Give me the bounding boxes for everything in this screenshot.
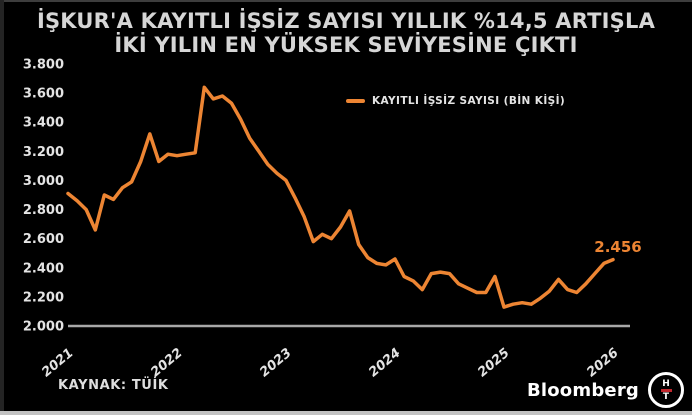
x-tick-label: 2024	[366, 346, 403, 381]
x-tick-label: 2025	[475, 346, 512, 381]
bloomberg-ht-brand: Bloomberg H T	[527, 372, 684, 408]
bloomberg-wordmark: Bloomberg	[526, 379, 639, 401]
y-tick-label: 2.200	[23, 290, 64, 305]
x-tick-label: 2021	[39, 346, 76, 381]
top-edge-border	[0, 0, 692, 2]
y-tick-label: 3.400	[23, 116, 64, 131]
y-tick-label: 3.000	[23, 174, 64, 189]
legend-label: KAYITLI İŞSİZ SAYISI (BİN KİŞİ)	[372, 95, 566, 107]
ht-logo-letter-t: T	[662, 391, 670, 402]
chart-title: İŞKUR'A KAYITLI İŞSİZ SAYISI YILLIK %14,…	[0, 9, 692, 57]
ht-logo-red-bar	[660, 388, 672, 392]
bottom-edge-border	[0, 411, 692, 415]
ht-logo-letter-h: H	[662, 378, 670, 389]
series-end-value-label: 2.456	[594, 238, 641, 256]
y-tick-label: 2.400	[23, 261, 64, 276]
chart-title-line1: İŞKUR'A KAYITLI İŞSİZ SAYISI YILLIK %14,…	[36, 9, 656, 33]
legend-line-swatch	[346, 99, 365, 103]
y-tick-label: 3.800	[23, 58, 64, 73]
x-tick-label: 2022	[148, 346, 185, 381]
y-tick-label: 3.200	[23, 145, 64, 160]
y-tick-label: 2.800	[23, 203, 64, 218]
left-edge-border	[0, 0, 4, 415]
legend: KAYITLI İŞSİZ SAYISI (BİN KİŞİ)	[346, 93, 565, 109]
series-line	[66, 85, 615, 309]
y-tick-label: 2.000	[23, 320, 64, 335]
chart-title-line2: İKİ YILIN EN YÜKSEK SEVİYESİNE ÇIKTI	[114, 33, 578, 57]
y-tick-label: 2.600	[23, 232, 64, 247]
source-note: KAYNAK: TÜİK	[58, 378, 169, 393]
x-tick-label: 2023	[257, 346, 294, 381]
ht-circle-logo-icon: H T	[648, 372, 684, 408]
y-tick-label: 3.600	[23, 87, 64, 102]
